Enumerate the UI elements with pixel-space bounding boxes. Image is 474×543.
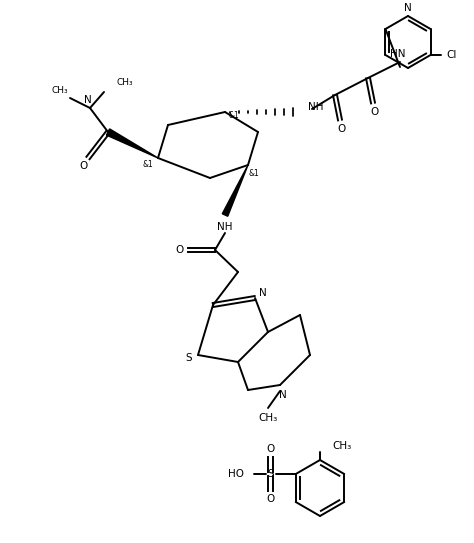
Text: &1: &1 <box>228 110 239 119</box>
Text: N: N <box>279 390 287 400</box>
Text: N: N <box>259 288 267 298</box>
Text: O: O <box>338 124 346 134</box>
Text: O: O <box>176 245 184 255</box>
Text: &1: &1 <box>143 160 154 168</box>
Text: O: O <box>267 444 275 454</box>
Text: CH₃: CH₃ <box>258 413 278 423</box>
Text: CH₃: CH₃ <box>116 78 133 86</box>
Polygon shape <box>222 165 248 216</box>
Text: NH: NH <box>308 102 323 112</box>
Text: O: O <box>79 161 87 171</box>
Polygon shape <box>106 129 158 158</box>
Text: &1: &1 <box>249 168 259 178</box>
Text: HO: HO <box>228 469 244 479</box>
Text: N: N <box>84 95 92 105</box>
Text: CH₃: CH₃ <box>332 441 351 451</box>
Text: CH₃: CH₃ <box>52 85 68 94</box>
Text: HN: HN <box>390 49 406 59</box>
Text: O: O <box>267 494 275 504</box>
Text: S: S <box>267 469 274 479</box>
Text: Cl: Cl <box>447 50 457 60</box>
Text: S: S <box>186 353 192 363</box>
Text: N: N <box>404 3 412 13</box>
Text: O: O <box>371 107 379 117</box>
Text: NH: NH <box>217 222 233 232</box>
